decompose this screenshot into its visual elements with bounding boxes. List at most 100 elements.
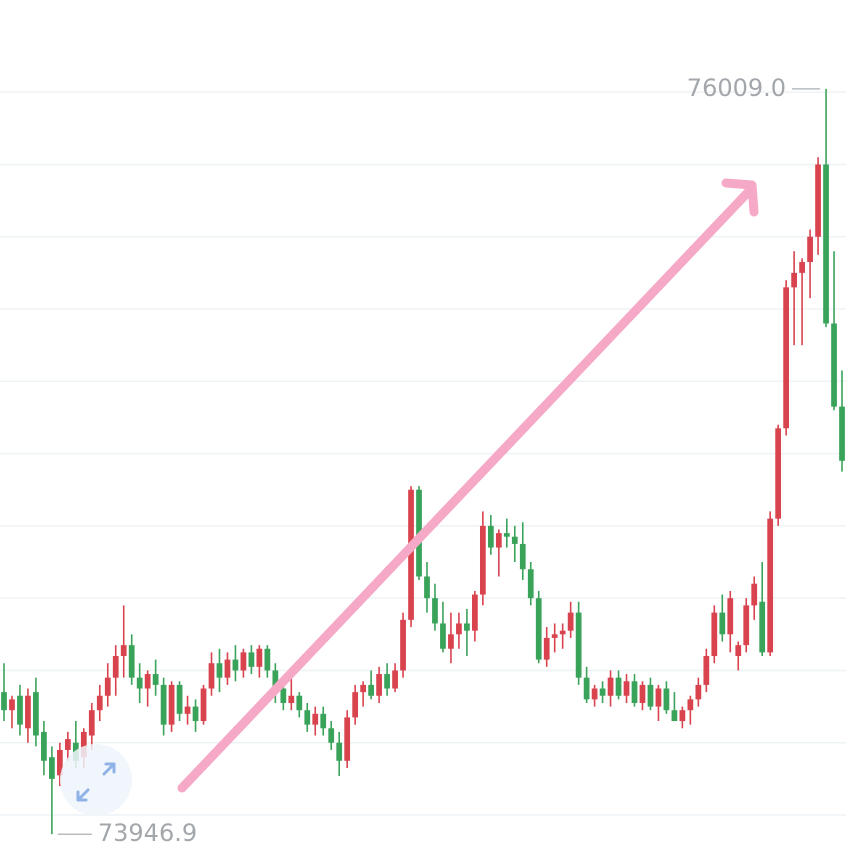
- candle-body: [735, 645, 742, 656]
- candle-body: [376, 674, 382, 696]
- candle-body: [440, 623, 446, 649]
- candle-body: [9, 699, 15, 711]
- candle-body: [623, 681, 630, 696]
- candle-body: [783, 287, 790, 429]
- candle-body: [344, 717, 351, 761]
- candle-body: [128, 645, 135, 678]
- candle-body: [615, 677, 622, 696]
- candle-body: [472, 594, 478, 631]
- candle-body: [815, 164, 821, 237]
- candle-body: [456, 623, 462, 635]
- arrow-head: [721, 178, 759, 217]
- candle-body: [392, 670, 398, 689]
- candle-body: [168, 684, 175, 725]
- candle-body: [743, 605, 750, 646]
- candle-body: [567, 612, 574, 631]
- min-marker-label: 73946.9: [98, 819, 197, 847]
- candle-body: [200, 688, 207, 722]
- arrow-shaft: [177, 183, 757, 793]
- candle-body: [56, 749, 63, 776]
- candle-body: [232, 659, 239, 671]
- grid: [0, 91, 846, 816]
- candle-body: [831, 323, 837, 407]
- candle-body: [208, 663, 215, 689]
- candle-body: [272, 670, 279, 689]
- candle-body: [136, 677, 143, 689]
- candle-body: [687, 699, 694, 711]
- candle-body: [639, 684, 646, 703]
- candle-body: [719, 612, 726, 635]
- max-marker-label: 76009.0: [687, 74, 786, 102]
- candle-body: [727, 598, 734, 635]
- candle-body: [519, 543, 526, 570]
- candle-body: [160, 684, 167, 725]
- candle-body: [256, 648, 263, 667]
- candle-body: [583, 677, 590, 700]
- candle-body: [575, 612, 582, 678]
- candle-body: [336, 742, 343, 761]
- candle-body: [152, 674, 159, 685]
- candle-body: [591, 688, 598, 700]
- candle-body: [631, 681, 638, 703]
- candle-body: [479, 525, 486, 595]
- candles: [1, 88, 845, 835]
- candle-body: [655, 688, 662, 707]
- candle-body: [216, 663, 223, 678]
- candle-body: [807, 236, 813, 263]
- candle-body: [184, 706, 191, 714]
- candle-body: [304, 710, 311, 725]
- candle-body: [400, 619, 406, 671]
- candle-body: [320, 713, 327, 729]
- candle-body: [647, 684, 654, 707]
- candle-body: [759, 601, 766, 653]
- candle-body: [248, 652, 255, 667]
- candle-body: [487, 525, 494, 548]
- candle-body: [751, 583, 758, 606]
- candle-body: [823, 164, 829, 324]
- candle-body: [599, 688, 606, 696]
- candle-body: [240, 652, 247, 671]
- markers: 76009.0 73946.9: [57, 74, 821, 847]
- candle-body: [424, 576, 430, 599]
- candle-body: [352, 692, 359, 718]
- candle-body: [535, 598, 542, 660]
- candle-body: [49, 757, 55, 779]
- candle-body: [264, 648, 271, 671]
- candle-body: [296, 695, 303, 711]
- candle-body: [25, 695, 31, 729]
- candle-body: [799, 262, 805, 273]
- candle-body: [280, 688, 287, 703]
- candle-body: [663, 688, 670, 711]
- candle-body: [703, 655, 710, 685]
- candle-body: [328, 728, 335, 743]
- candle-body: [839, 406, 845, 461]
- candle-body: [495, 533, 502, 548]
- candle-body: [511, 536, 518, 544]
- candle-body: [607, 677, 614, 696]
- candle-body: [1, 692, 7, 711]
- candle-body: [88, 710, 95, 736]
- candle-body: [41, 731, 47, 761]
- expand-button-bg[interactable]: [60, 744, 132, 816]
- candle-body: [775, 428, 782, 519]
- candle-body: [96, 695, 103, 711]
- candle-body: [559, 630, 566, 635]
- candle-body: [33, 692, 39, 736]
- candle-body: [503, 533, 510, 537]
- candle-body: [384, 674, 390, 689]
- candle-body: [120, 645, 127, 656]
- candle-body: [80, 731, 87, 758]
- candle-body: [288, 695, 295, 703]
- candle-body: [176, 684, 183, 714]
- expand-button[interactable]: [60, 744, 132, 816]
- candle-body: [543, 637, 550, 660]
- candle-body: [224, 659, 231, 678]
- candle-body: [104, 677, 111, 696]
- candle-body: [112, 655, 119, 678]
- trend-arrow: [177, 178, 759, 793]
- candle-body: [192, 706, 199, 722]
- candle-body: [448, 634, 454, 649]
- expand-icon[interactable]: [76, 762, 116, 802]
- candle-body: [64, 739, 71, 750]
